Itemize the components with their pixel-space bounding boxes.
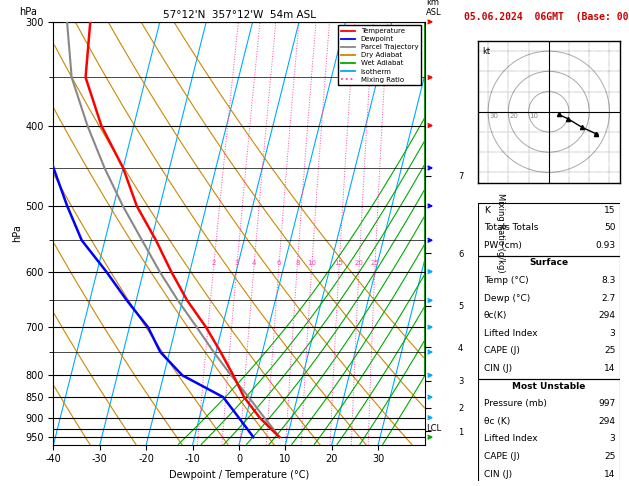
Text: 3: 3: [235, 260, 239, 265]
Text: Lifted Index: Lifted Index: [484, 329, 537, 338]
Text: 0.93: 0.93: [595, 241, 615, 250]
Text: 14: 14: [604, 469, 615, 479]
Text: 25: 25: [604, 452, 615, 461]
Text: Totals Totals: Totals Totals: [484, 223, 538, 232]
Text: 10: 10: [530, 113, 538, 119]
Text: PW (cm): PW (cm): [484, 241, 521, 250]
Text: Temp (°C): Temp (°C): [484, 276, 528, 285]
Text: kt: kt: [482, 47, 490, 56]
Text: km
ASL: km ASL: [426, 0, 442, 17]
Text: Surface: Surface: [529, 259, 569, 267]
Text: 14: 14: [604, 364, 615, 373]
Text: 8: 8: [295, 260, 299, 265]
Text: 3: 3: [610, 434, 615, 443]
Text: 3: 3: [610, 329, 615, 338]
Text: θᴄ (K): θᴄ (K): [484, 417, 510, 426]
Text: 6: 6: [277, 260, 281, 265]
Text: 8.3: 8.3: [601, 276, 615, 285]
Text: 4: 4: [252, 260, 256, 265]
Text: 15: 15: [335, 260, 343, 265]
Title: 57°12'N  357°12'W  54m ASL: 57°12'N 357°12'W 54m ASL: [162, 10, 316, 20]
Text: 2: 2: [211, 260, 216, 265]
X-axis label: Dewpoint / Temperature (°C): Dewpoint / Temperature (°C): [169, 470, 309, 480]
Text: Lifted Index: Lifted Index: [484, 434, 537, 443]
Text: 25: 25: [604, 347, 615, 355]
Text: hPa: hPa: [19, 7, 36, 17]
Bar: [478, 256, 620, 379]
Text: 50: 50: [604, 223, 615, 232]
Text: LCL: LCL: [426, 424, 441, 433]
Text: 20: 20: [355, 260, 364, 265]
Bar: [478, 203, 620, 256]
Text: 10: 10: [308, 260, 316, 265]
Text: Dewp (°C): Dewp (°C): [484, 294, 530, 303]
Text: Pressure (mb): Pressure (mb): [484, 399, 547, 408]
Text: K: K: [484, 206, 489, 215]
Text: θᴄ(K): θᴄ(K): [484, 311, 507, 320]
Bar: [478, 485, 620, 486]
Text: 294: 294: [598, 311, 615, 320]
Text: CIN (J): CIN (J): [484, 469, 512, 479]
Text: CAPE (J): CAPE (J): [484, 347, 520, 355]
Text: Most Unstable: Most Unstable: [512, 382, 586, 391]
Text: 30: 30: [489, 113, 498, 119]
Y-axis label: Mixing Ratio (g/kg): Mixing Ratio (g/kg): [496, 193, 505, 273]
Y-axis label: hPa: hPa: [13, 225, 23, 242]
Text: 15: 15: [604, 206, 615, 215]
Text: 2.7: 2.7: [601, 294, 615, 303]
Text: 05.06.2024  06GMT  (Base: 00): 05.06.2024 06GMT (Base: 00): [464, 12, 629, 22]
Text: CIN (J): CIN (J): [484, 364, 512, 373]
Text: 294: 294: [598, 417, 615, 426]
Bar: [478, 379, 620, 485]
Text: 20: 20: [509, 113, 518, 119]
Text: CAPE (J): CAPE (J): [484, 452, 520, 461]
Text: 25: 25: [370, 260, 379, 265]
Legend: Temperature, Dewpoint, Parcel Trajectory, Dry Adiabat, Wet Adiabat, Isotherm, Mi: Temperature, Dewpoint, Parcel Trajectory…: [338, 25, 421, 86]
Text: 997: 997: [598, 399, 615, 408]
